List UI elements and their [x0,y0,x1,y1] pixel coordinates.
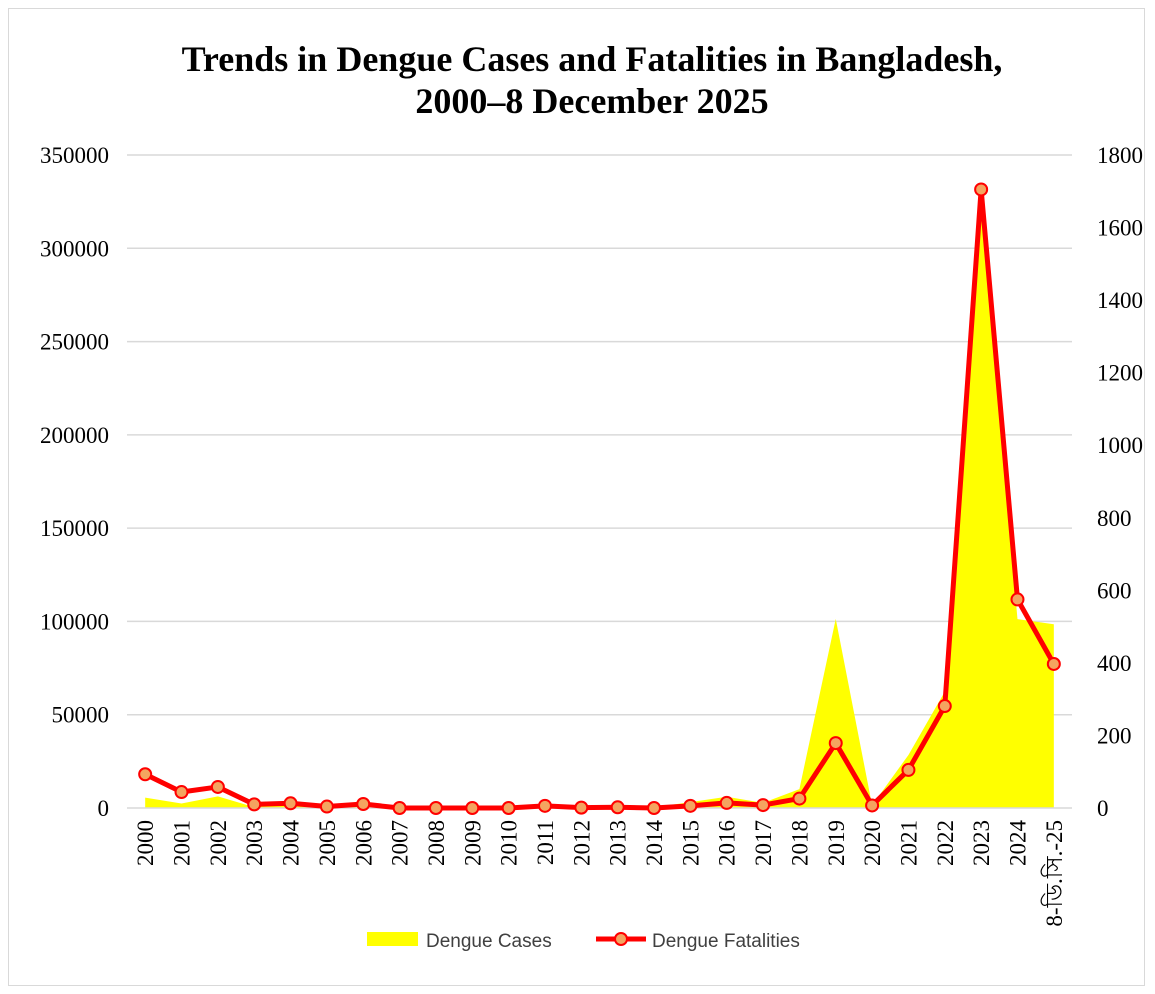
dengue-fatalities-point [901,762,916,777]
x-axis-tick-label: 2022 [933,820,958,866]
chart-title-line-1: Trends in Dengue Cases and Fatalities in… [182,39,1003,79]
x-axis: 2000 2001 2002 2003 2004 2005 2006 2007 2008 2009… [127,807,1072,927]
legend-swatch-dengue-cases [367,932,418,946]
x-axis-tick-label: 2006 [351,820,376,866]
left-axis-tick-label: 300000 [40,236,109,261]
left-axis-tick-label: 250000 [40,330,109,355]
cases-area-layer [145,208,1054,809]
chart-title-line-2: 2000–8 December 2025 [415,81,768,121]
dengue-fatalities-point [865,798,880,813]
right-axis-tick-label: 0 [1097,796,1109,821]
dengue-fatalities-point [1046,656,1061,671]
right-axis: 0 200 400 600 800 1000 1200 1400 1600 1800 [1097,143,1143,821]
x-axis-tick-label: 2000 [133,820,158,866]
x-axis-tick-label: 2016 [715,820,740,866]
dengue-fatalities-point [174,785,189,800]
dengue-fatalities-point [610,800,625,815]
left-axis-tick-label: 150000 [40,516,109,541]
x-axis-tick-label: 2024 [1005,820,1030,867]
dengue-fatalities-point [828,736,843,751]
left-axis: 0 50000 100000 150000 200000 250000 300000 3500… [40,143,109,821]
x-axis-tick-label: 2011 [533,820,558,865]
left-axis-tick-label: 350000 [40,143,109,168]
x-axis-tick-label: 2014 [642,820,667,867]
right-axis-tick-label: 400 [1097,651,1132,676]
dengue-fatalities-point [974,182,989,197]
dengue-fatalities-point [428,801,443,815]
chart-frame [8,8,1145,986]
x-axis-tick-label: 2012 [569,820,594,866]
left-axis-tick-label: 0 [98,796,110,821]
dengue-fatalities-point [683,798,698,813]
x-axis-tick-label: 2013 [606,820,631,866]
dengue-fatalities-point [356,797,371,812]
dengue-fatalities-point [537,798,552,813]
dengue-fatalities-point [319,799,334,814]
right-axis-tick-label: 600 [1097,578,1132,603]
dengue-fatalities-point [1010,592,1025,607]
dengue-fatalities-point [392,801,407,815]
x-axis-tick-label: 2002 [206,820,231,866]
right-axis-tick-label: 200 [1097,723,1132,748]
right-axis-tick-label: 1000 [1097,433,1143,458]
x-axis-tick-label: 2023 [969,820,994,866]
right-axis-tick-label: 1400 [1097,288,1143,313]
x-axis-tick-label: 2017 [751,820,776,866]
dengue-fatalities-point [574,800,589,815]
dengue-fatalities-point [210,779,225,794]
x-axis-tick-label: 2010 [497,820,522,866]
fatalities-line-layer [138,182,1061,815]
dengue-fatalities-point [465,801,480,815]
gridlines [127,154,1072,716]
right-axis-tick-label: 1600 [1097,216,1143,241]
dengue-fatalities-point [138,767,153,782]
x-axis-tick-label: 2018 [787,820,812,866]
dengue-fatalities-point [501,801,516,815]
dengue-fatalities-point [647,801,662,815]
legend-label-dengue-fatalities: Dengue Fatalities [652,931,800,952]
x-axis-tick-label: 2004 [279,820,304,867]
x-axis-tick-label: 2003 [242,820,267,866]
legend: Dengue Cases Dengue Fatalities [367,931,800,952]
x-axis-tick-label: 2001 [170,820,195,866]
x-axis-tick-label: 2015 [678,820,703,866]
left-axis-tick-label: 100000 [40,609,109,634]
x-axis-tick-label: 2008 [424,820,449,866]
legend-swatch-dengue-fatalities-marker [614,932,628,946]
x-axis-tick-label: 2020 [860,820,885,866]
x-axis-tick-label: 2009 [460,820,485,866]
x-axis-tick-label: 2005 [315,820,340,866]
dengue-fatalities-point [719,795,734,810]
right-axis-tick-label: 800 [1097,506,1132,531]
dengue-fatalities-point [247,797,262,812]
x-axis-tick-label: 2019 [824,820,849,866]
x-axis-tick-label: 2021 [896,820,921,866]
left-axis-tick-label: 200000 [40,423,109,448]
right-axis-tick-label: 1800 [1097,143,1143,168]
dengue-fatalities-point [283,796,298,811]
legend-label-dengue-cases: Dengue Cases [426,931,552,952]
left-axis-tick-label: 50000 [52,703,110,728]
x-axis-tick-label: 8-ডি.সি.-25 [1041,820,1067,927]
dengue-fatalities-point [792,791,807,806]
dengue-fatalities-point [937,699,952,714]
x-axis-tick-label: 2007 [388,820,413,866]
right-axis-tick-label: 1200 [1097,361,1143,386]
dengue-cases-area [145,208,1054,809]
dengue-fatalities-point [756,798,771,813]
